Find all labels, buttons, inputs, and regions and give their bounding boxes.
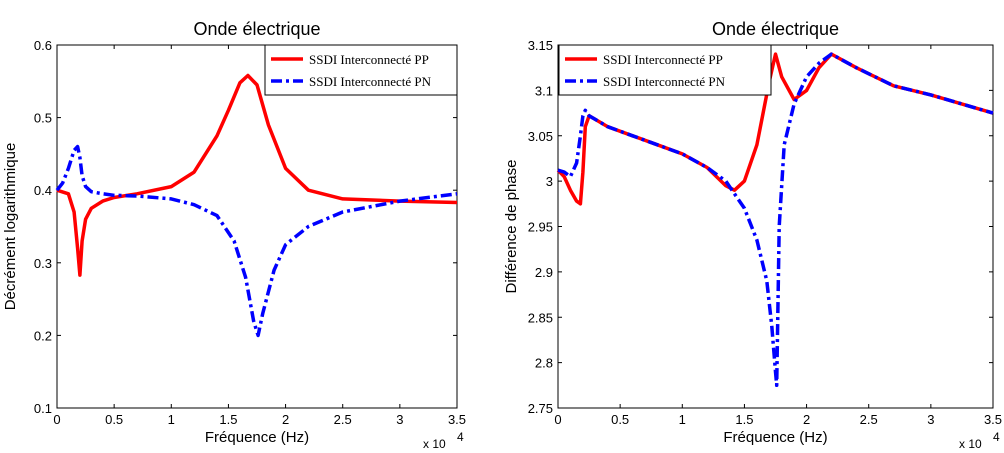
x-tick-label: 1.5 <box>735 412 753 427</box>
x-tick-label: 3 <box>927 412 934 427</box>
x-tick-label: 1 <box>168 412 175 427</box>
y-tick-label: 0.6 <box>34 38 52 53</box>
y-tick-label: 0.3 <box>34 256 52 271</box>
legend: SSDI Interconnecté PP SSDI Interconnecté … <box>264 44 458 96</box>
chart-title: Onde électrique <box>712 19 839 39</box>
x-axis-label: Fréquence (Hz) <box>723 429 827 446</box>
chart-2: 0 0.5 1 1.5 2 2.5 3 3.5 2.75 2.8 2.85 2.9 2.95 3 3.05 3… <box>503 19 1002 451</box>
y-tick-label: 3.15 <box>528 38 553 53</box>
plot-area <box>557 44 994 409</box>
x-tick-label: 1 <box>679 412 686 427</box>
series-line-pn <box>557 52 994 388</box>
chart-1: 0 0.5 1 1.5 2 2.5 3 3.5 0.1 0.2 0.3 0.4 0.5 0.6 Onde é… <box>2 19 466 451</box>
x-axis-multiplier: x 10 <box>959 437 982 451</box>
x-tick-label: 2 <box>282 412 289 427</box>
x-axis-multiplier-exponent: 4 <box>993 430 1000 444</box>
plot-area <box>56 44 458 409</box>
y-tick-label: 2.9 <box>535 265 553 280</box>
y-tick-label: 2.75 <box>528 401 553 416</box>
legend-label: SSDI Interconnecté PP <box>309 52 429 67</box>
y-tick-label: 2.85 <box>528 310 553 325</box>
y-tick-label: 3.05 <box>528 129 553 144</box>
legend-box <box>558 44 772 96</box>
x-axis-multiplier: x 10 <box>423 437 446 451</box>
x-tick-label: 2 <box>803 412 810 427</box>
x-tick-label: 0 <box>554 412 561 427</box>
y-axis-label: Différence de phase <box>503 160 520 294</box>
y-tick-label: 2.8 <box>535 356 553 371</box>
x-tick-label: 0 <box>53 412 60 427</box>
legend-label: SSDI Interconnecté PN <box>309 74 432 89</box>
chart-title: Onde électrique <box>193 19 320 39</box>
y-tick-label: 0.4 <box>34 183 52 198</box>
series-line-pp <box>56 73 458 277</box>
legend-box <box>264 44 458 96</box>
series-line-pn <box>55 144 458 338</box>
x-tick-label: 1.5 <box>219 412 237 427</box>
x-tick-label: 2.5 <box>334 412 352 427</box>
y-tick-label: 3.1 <box>535 83 553 98</box>
legend: SSDI Interconnecté PP SSDI Interconnecté … <box>558 44 772 96</box>
y-axis-label: Décrément logarithmique <box>2 143 19 311</box>
y-tick-label: 0.1 <box>34 401 52 416</box>
x-tick-label: 3.5 <box>984 412 1002 427</box>
y-tick-label: 3 <box>546 174 553 189</box>
legend-label: SSDI Interconnecté PP <box>603 52 723 67</box>
x-tick-label: 0.5 <box>105 412 123 427</box>
y-tick-label: 0.5 <box>34 111 52 126</box>
legend-label: SSDI Interconnecté PN <box>603 74 726 89</box>
x-tick-label: 3.5 <box>448 412 466 427</box>
y-tick-label: 2.95 <box>528 220 553 235</box>
x-tick-label: 2.5 <box>860 412 878 427</box>
x-tick-label: 0.5 <box>611 412 629 427</box>
y-tick-label: 0.2 <box>34 328 52 343</box>
x-axis-multiplier-exponent: 4 <box>457 430 464 444</box>
x-tick-label: 3 <box>396 412 403 427</box>
x-axis-label: Fréquence (Hz) <box>205 429 309 446</box>
